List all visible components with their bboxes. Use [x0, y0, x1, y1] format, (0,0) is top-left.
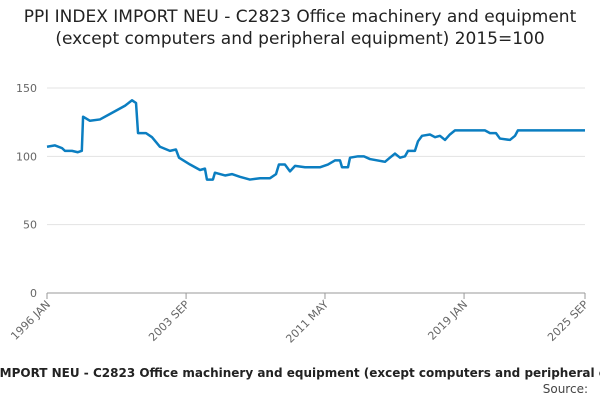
x-tick-label: 2011 MAY: [283, 298, 331, 346]
chart: 0 50 100 150 1996 JAN 2003 SEP 2011 MAY 2019 JA…: [8, 82, 591, 346]
y-tick-label: 50: [23, 219, 37, 232]
y-tick-label: 150: [16, 82, 37, 95]
line: [46, 99, 585, 181]
x-tick-label: 2003 SEP: [146, 298, 192, 344]
y-tick-label: 100: [16, 150, 37, 163]
legend: PPI INDEX IMPORT NEU - C2823 Office mach…: [0, 366, 600, 380]
legend-label: PPI INDEX IMPORT NEU - C2823 Office mach…: [0, 366, 600, 380]
x-tick-label: 2025 SEP: [545, 298, 591, 344]
source: Source:: [542, 382, 588, 396]
x-tick-label: 2019 JAN: [425, 298, 470, 343]
x-tick-label: 1996 JAN: [8, 298, 53, 343]
y-tick-label: 0: [30, 287, 37, 300]
chart-title: PPI INDEX IMPORT NEU - C2823 Office mach…: [23, 7, 577, 49]
